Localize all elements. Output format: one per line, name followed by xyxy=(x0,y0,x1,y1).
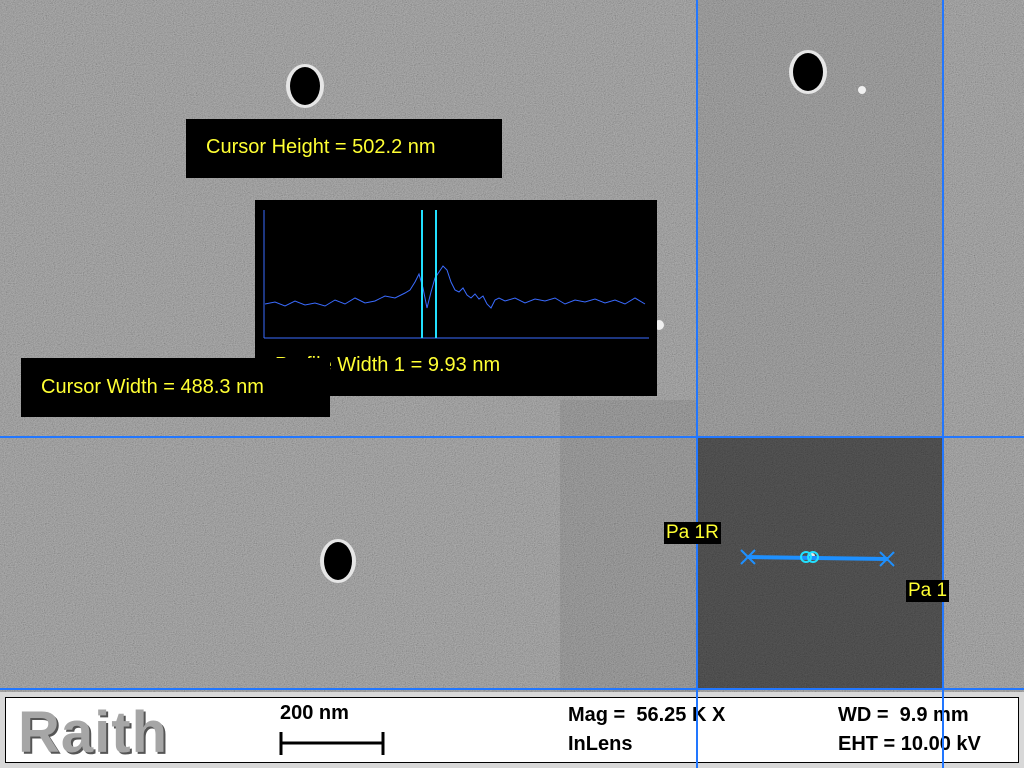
cursor-vertical-left[interactable] xyxy=(696,0,698,768)
cursor-horizontal-top[interactable] xyxy=(0,436,1024,438)
info-bar-panel: Raith 200 nm Mag = 56.25 K X InLens WD =… xyxy=(5,697,1019,763)
detector-readout: InLens xyxy=(568,733,633,755)
line-profile-plot xyxy=(263,210,649,339)
hole-top-left xyxy=(286,64,324,108)
cursor-width-text: Cursor Width = 488.3 nm xyxy=(41,376,264,398)
marker-pa1[interactable]: Pa 1 xyxy=(906,580,950,602)
cursor-height-label: Cursor Height = 502.2 nm xyxy=(186,119,502,178)
hole-top-right xyxy=(789,50,827,94)
cursor-vertical-left-overlay xyxy=(696,692,698,768)
eht-readout: EHT = 10.00 kV xyxy=(838,733,981,755)
cursor-vertical-right-overlay xyxy=(942,692,944,768)
working-distance-readout: WD = 9.9 mm xyxy=(838,704,969,726)
measure-line-icon xyxy=(740,549,895,567)
marker-pa1r[interactable]: Pa 1R xyxy=(664,522,721,544)
info-bar: Raith 200 nm Mag = 56.25 K X InLens WD =… xyxy=(0,692,1024,768)
sem-micrograph xyxy=(0,0,1024,692)
raith-logo: Raith xyxy=(18,700,168,765)
scale-bar-icon xyxy=(279,732,385,755)
cursor-height-text: Cursor Height = 502.2 nm xyxy=(206,136,436,158)
cursor-width-label: Cursor Width = 488.3 nm xyxy=(21,358,330,417)
magnification-readout: Mag = 56.25 K X xyxy=(568,704,726,726)
sem-image-viewport[interactable] xyxy=(0,0,1024,692)
cursor-horizontal-bottom[interactable] xyxy=(0,688,1024,690)
scale-bar-label: 200 nm xyxy=(280,702,349,724)
hole-bottom-left xyxy=(320,539,356,583)
cursor-vertical-right[interactable] xyxy=(942,0,944,768)
profile-width-text: Profile Width 1 = 9.93 nm xyxy=(275,354,501,376)
